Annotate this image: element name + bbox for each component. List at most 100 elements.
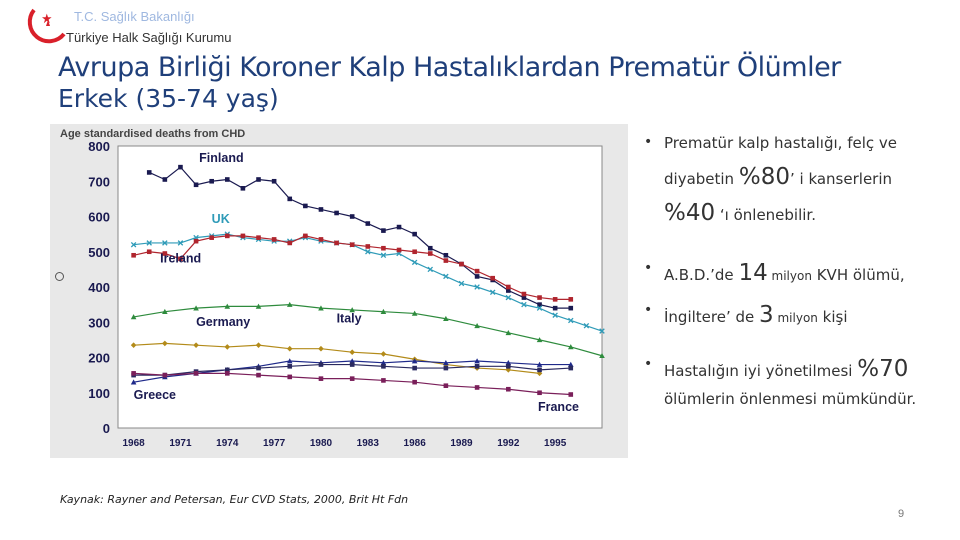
- percent-80: %80: [738, 164, 790, 190]
- x-tick-label: 1995: [544, 438, 567, 449]
- data-point: [287, 364, 293, 369]
- bullet-text: ’ i kanserlerin: [789, 170, 893, 188]
- data-point: [240, 186, 246, 191]
- data-point: [193, 342, 199, 348]
- y-tick-label: 300: [88, 315, 110, 330]
- series-line: [133, 304, 603, 357]
- y-tick-label: 200: [88, 351, 110, 366]
- data-point: [537, 390, 542, 396]
- bullet-text: A.B.D.’de: [664, 266, 739, 284]
- data-point: [411, 310, 418, 316]
- x-tick-label: 1977: [263, 438, 286, 449]
- data-point: [474, 274, 480, 279]
- bullet-text-line: İngiltere’ de 3 milyon kişi: [664, 302, 848, 328]
- x-tick-label: 1971: [169, 438, 192, 449]
- data-point: [318, 376, 324, 381]
- data-point: [412, 249, 417, 255]
- data-point: [568, 305, 574, 311]
- data-point: [256, 372, 261, 378]
- circle-bullet-marker: [55, 272, 64, 281]
- data-point: [380, 308, 387, 314]
- data-point: [443, 365, 449, 371]
- data-point: [146, 170, 152, 175]
- data-point: [130, 241, 137, 248]
- data-point: [443, 383, 449, 388]
- y-tick-label: 0: [103, 421, 110, 436]
- x-tick-label: 1983: [357, 438, 380, 449]
- series-label: UK: [212, 212, 230, 226]
- data-point: [286, 358, 293, 364]
- data-point: [412, 231, 417, 237]
- data-point: [271, 178, 277, 184]
- data-point: [303, 203, 308, 209]
- x-tick-label: 1992: [497, 438, 520, 449]
- data-point: [490, 275, 496, 281]
- data-point: [162, 240, 168, 246]
- data-point: [224, 344, 231, 350]
- data-point: [567, 361, 574, 367]
- data-point: [521, 291, 527, 297]
- series-label: Germany: [196, 315, 250, 329]
- data-point: [256, 365, 261, 371]
- bullet-text: Hastalığın iyi yönetilmesi: [664, 362, 858, 380]
- data-point: [365, 221, 371, 226]
- data-point: [537, 367, 542, 373]
- data-point: [474, 268, 480, 274]
- data-point: [536, 337, 543, 343]
- bullet-text: KVH ölümü,: [811, 266, 905, 284]
- series-label: Greece: [134, 388, 176, 402]
- data-point: [318, 207, 324, 212]
- series-label: Italy: [337, 311, 362, 325]
- data-point: [287, 240, 293, 246]
- data-point: [365, 248, 371, 255]
- data-point: [193, 238, 199, 244]
- y-tick-label: 700: [88, 174, 110, 189]
- data-point: [131, 252, 136, 258]
- bullet-text-line: Hastalığın iyi yönetilmesi %70: [664, 356, 908, 382]
- data-point: [568, 317, 574, 324]
- data-point: [177, 240, 184, 246]
- data-point: [224, 177, 230, 182]
- plot-area: [117, 145, 603, 429]
- data-point: [427, 251, 433, 256]
- data-point: [130, 314, 137, 320]
- data-point: [162, 308, 168, 314]
- data-point: [458, 280, 465, 287]
- data-point: [256, 177, 261, 182]
- data-point: [552, 312, 558, 318]
- bullet-dot: •: [644, 260, 653, 276]
- data-point: [318, 237, 324, 242]
- data-point: [459, 261, 464, 267]
- data-point: [209, 178, 214, 184]
- data-point: [537, 295, 542, 300]
- data-point: [552, 297, 558, 302]
- data-point: [193, 305, 199, 311]
- data-point: [521, 295, 527, 300]
- chd-deaths-chart: Age standardised deaths from CHD 0 100 200 3…: [50, 124, 628, 458]
- data-point: [506, 364, 511, 369]
- bullet-text: İngiltere’ de: [664, 308, 760, 326]
- data-point: [131, 371, 136, 376]
- x-tick-label: 1974: [216, 438, 239, 449]
- data-point: [568, 297, 574, 302]
- data-point: [443, 315, 449, 322]
- data-point: [427, 245, 433, 251]
- data-point: [396, 247, 402, 253]
- data-point: [224, 233, 230, 239]
- data-point: [193, 371, 199, 376]
- data-point: [224, 303, 231, 309]
- data-point: [178, 164, 183, 170]
- data-point: [506, 386, 511, 392]
- data-point: [255, 303, 262, 309]
- data-point: [380, 359, 387, 366]
- data-point: [506, 284, 511, 290]
- data-point: [286, 301, 293, 307]
- data-point: [505, 330, 512, 336]
- series-line: [148, 166, 571, 309]
- series-label: Ireland: [160, 251, 201, 265]
- bullet-dot: •: [644, 302, 653, 318]
- percent-70: %70: [857, 356, 909, 382]
- data-point: [505, 359, 512, 366]
- data-point: [146, 249, 152, 255]
- data-point: [443, 258, 449, 263]
